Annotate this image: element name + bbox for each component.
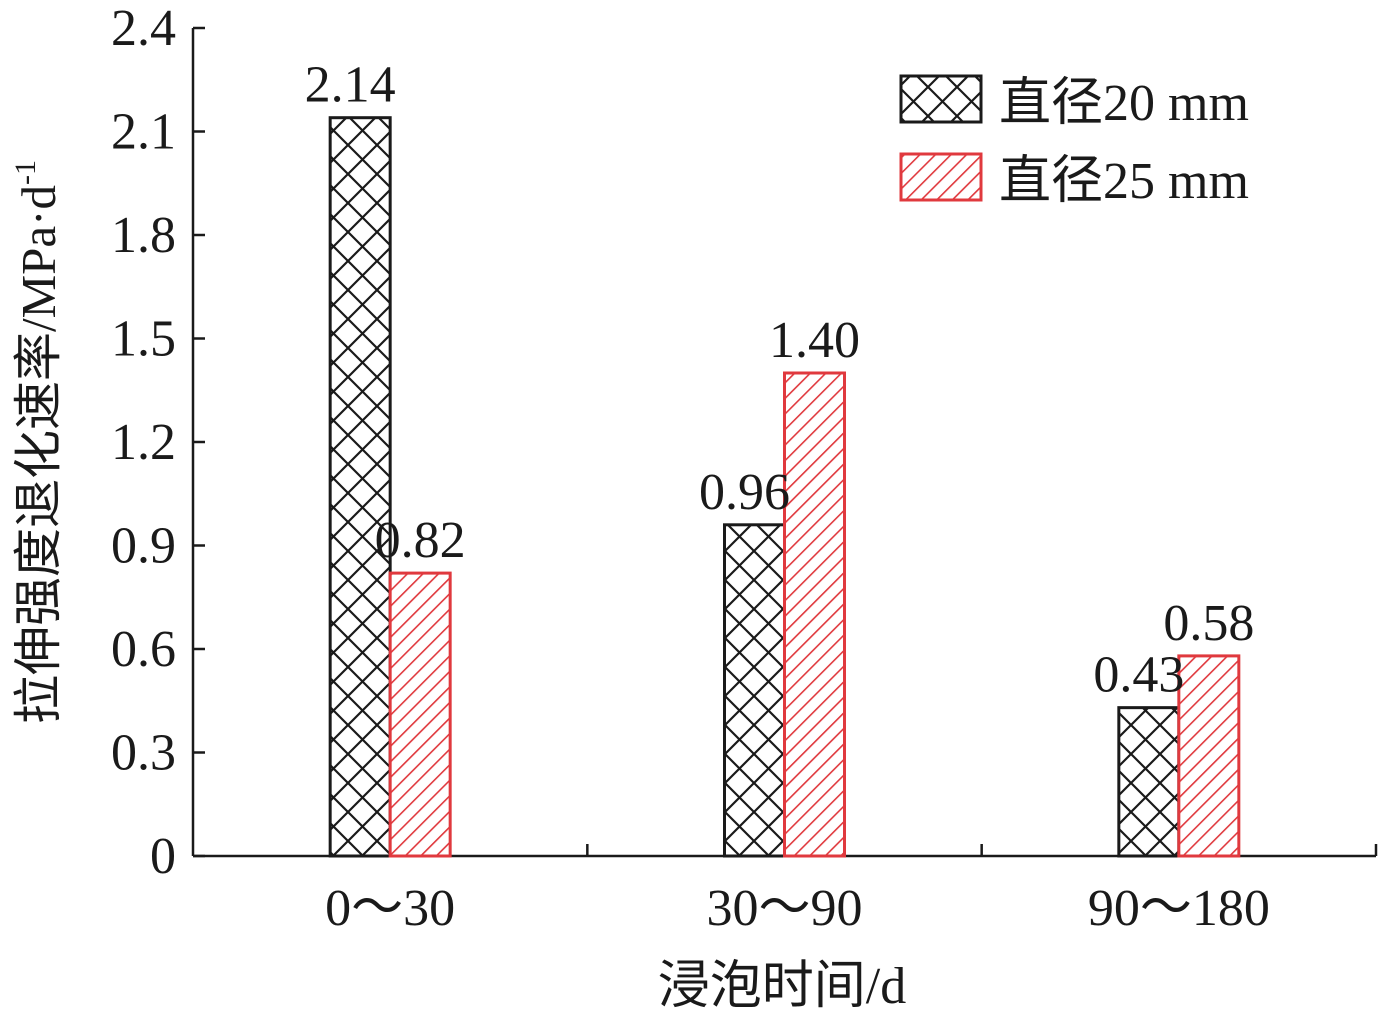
bar-1-2	[723, 523, 786, 858]
y-tick-label: 0.9	[111, 518, 176, 575]
bar-value-labels: 2.14 0.96 0.43 0.82 1.40 0.58	[305, 57, 1255, 704]
y-axis-title-main: 拉伸强度退化速率/MPa·d	[11, 185, 66, 724]
bars	[328, 116, 1241, 858]
bar-2-1	[388, 571, 452, 858]
y-axis-title-superscript: -1	[9, 160, 42, 185]
y-tick-label: 0.6	[111, 621, 176, 678]
bar-2-2	[783, 371, 846, 858]
y-tick-label: 2.1	[111, 104, 176, 161]
x-tick-label: 90～180	[1088, 880, 1270, 937]
bar-value-label: 1.40	[769, 312, 860, 369]
y-axis-title: 拉伸强度退化速率/MPa·d-1	[9, 160, 66, 724]
bar-value-label: 2.14	[305, 57, 396, 114]
legend-item-series-1: 直径20 mm	[899, 74, 1249, 132]
bar-value-label: 0.58	[1163, 595, 1254, 652]
y-tick-label: 1.8	[111, 207, 176, 264]
legend-label-series-2: 直径25 mm	[999, 153, 1249, 210]
bar-2-3	[1177, 654, 1241, 858]
legend-item-series-2: 直径25 mm	[899, 152, 1249, 210]
legend-label-series-1: 直径20 mm	[999, 75, 1249, 132]
y-axis-title-text: 拉伸强度退化速率/MPa·d-1	[9, 160, 66, 724]
y-tick-label: 0.3	[111, 725, 176, 782]
legend-swatch-series-1	[899, 74, 983, 124]
y-ticks: 0 0.3 0.6 0.9 1.2 1.5 1.8 2.1 2.4	[111, 0, 205, 885]
y-tick-label: 1.5	[111, 311, 176, 368]
x-ticks: 0～30 30～90 90～180	[325, 844, 1378, 937]
y-tick-label: 2.4	[111, 0, 176, 57]
bar-1-1	[328, 116, 392, 858]
legend-swatch-series-2	[899, 152, 983, 202]
bar-value-label: 0.43	[1093, 647, 1184, 704]
bar-value-label: 0.82	[375, 512, 466, 569]
x-tick-label: 0～30	[325, 880, 455, 937]
legend: 直径20 mm 直径25 mm	[899, 74, 1249, 210]
y-tick-label: 0	[150, 828, 176, 885]
x-tick-label: 30～90	[706, 880, 862, 937]
x-axis-title: 浸泡时间/d	[658, 958, 906, 1014]
bar-value-label: 0.96	[699, 464, 790, 521]
y-tick-label: 1.2	[111, 414, 176, 471]
bar-1-3	[1117, 706, 1181, 858]
